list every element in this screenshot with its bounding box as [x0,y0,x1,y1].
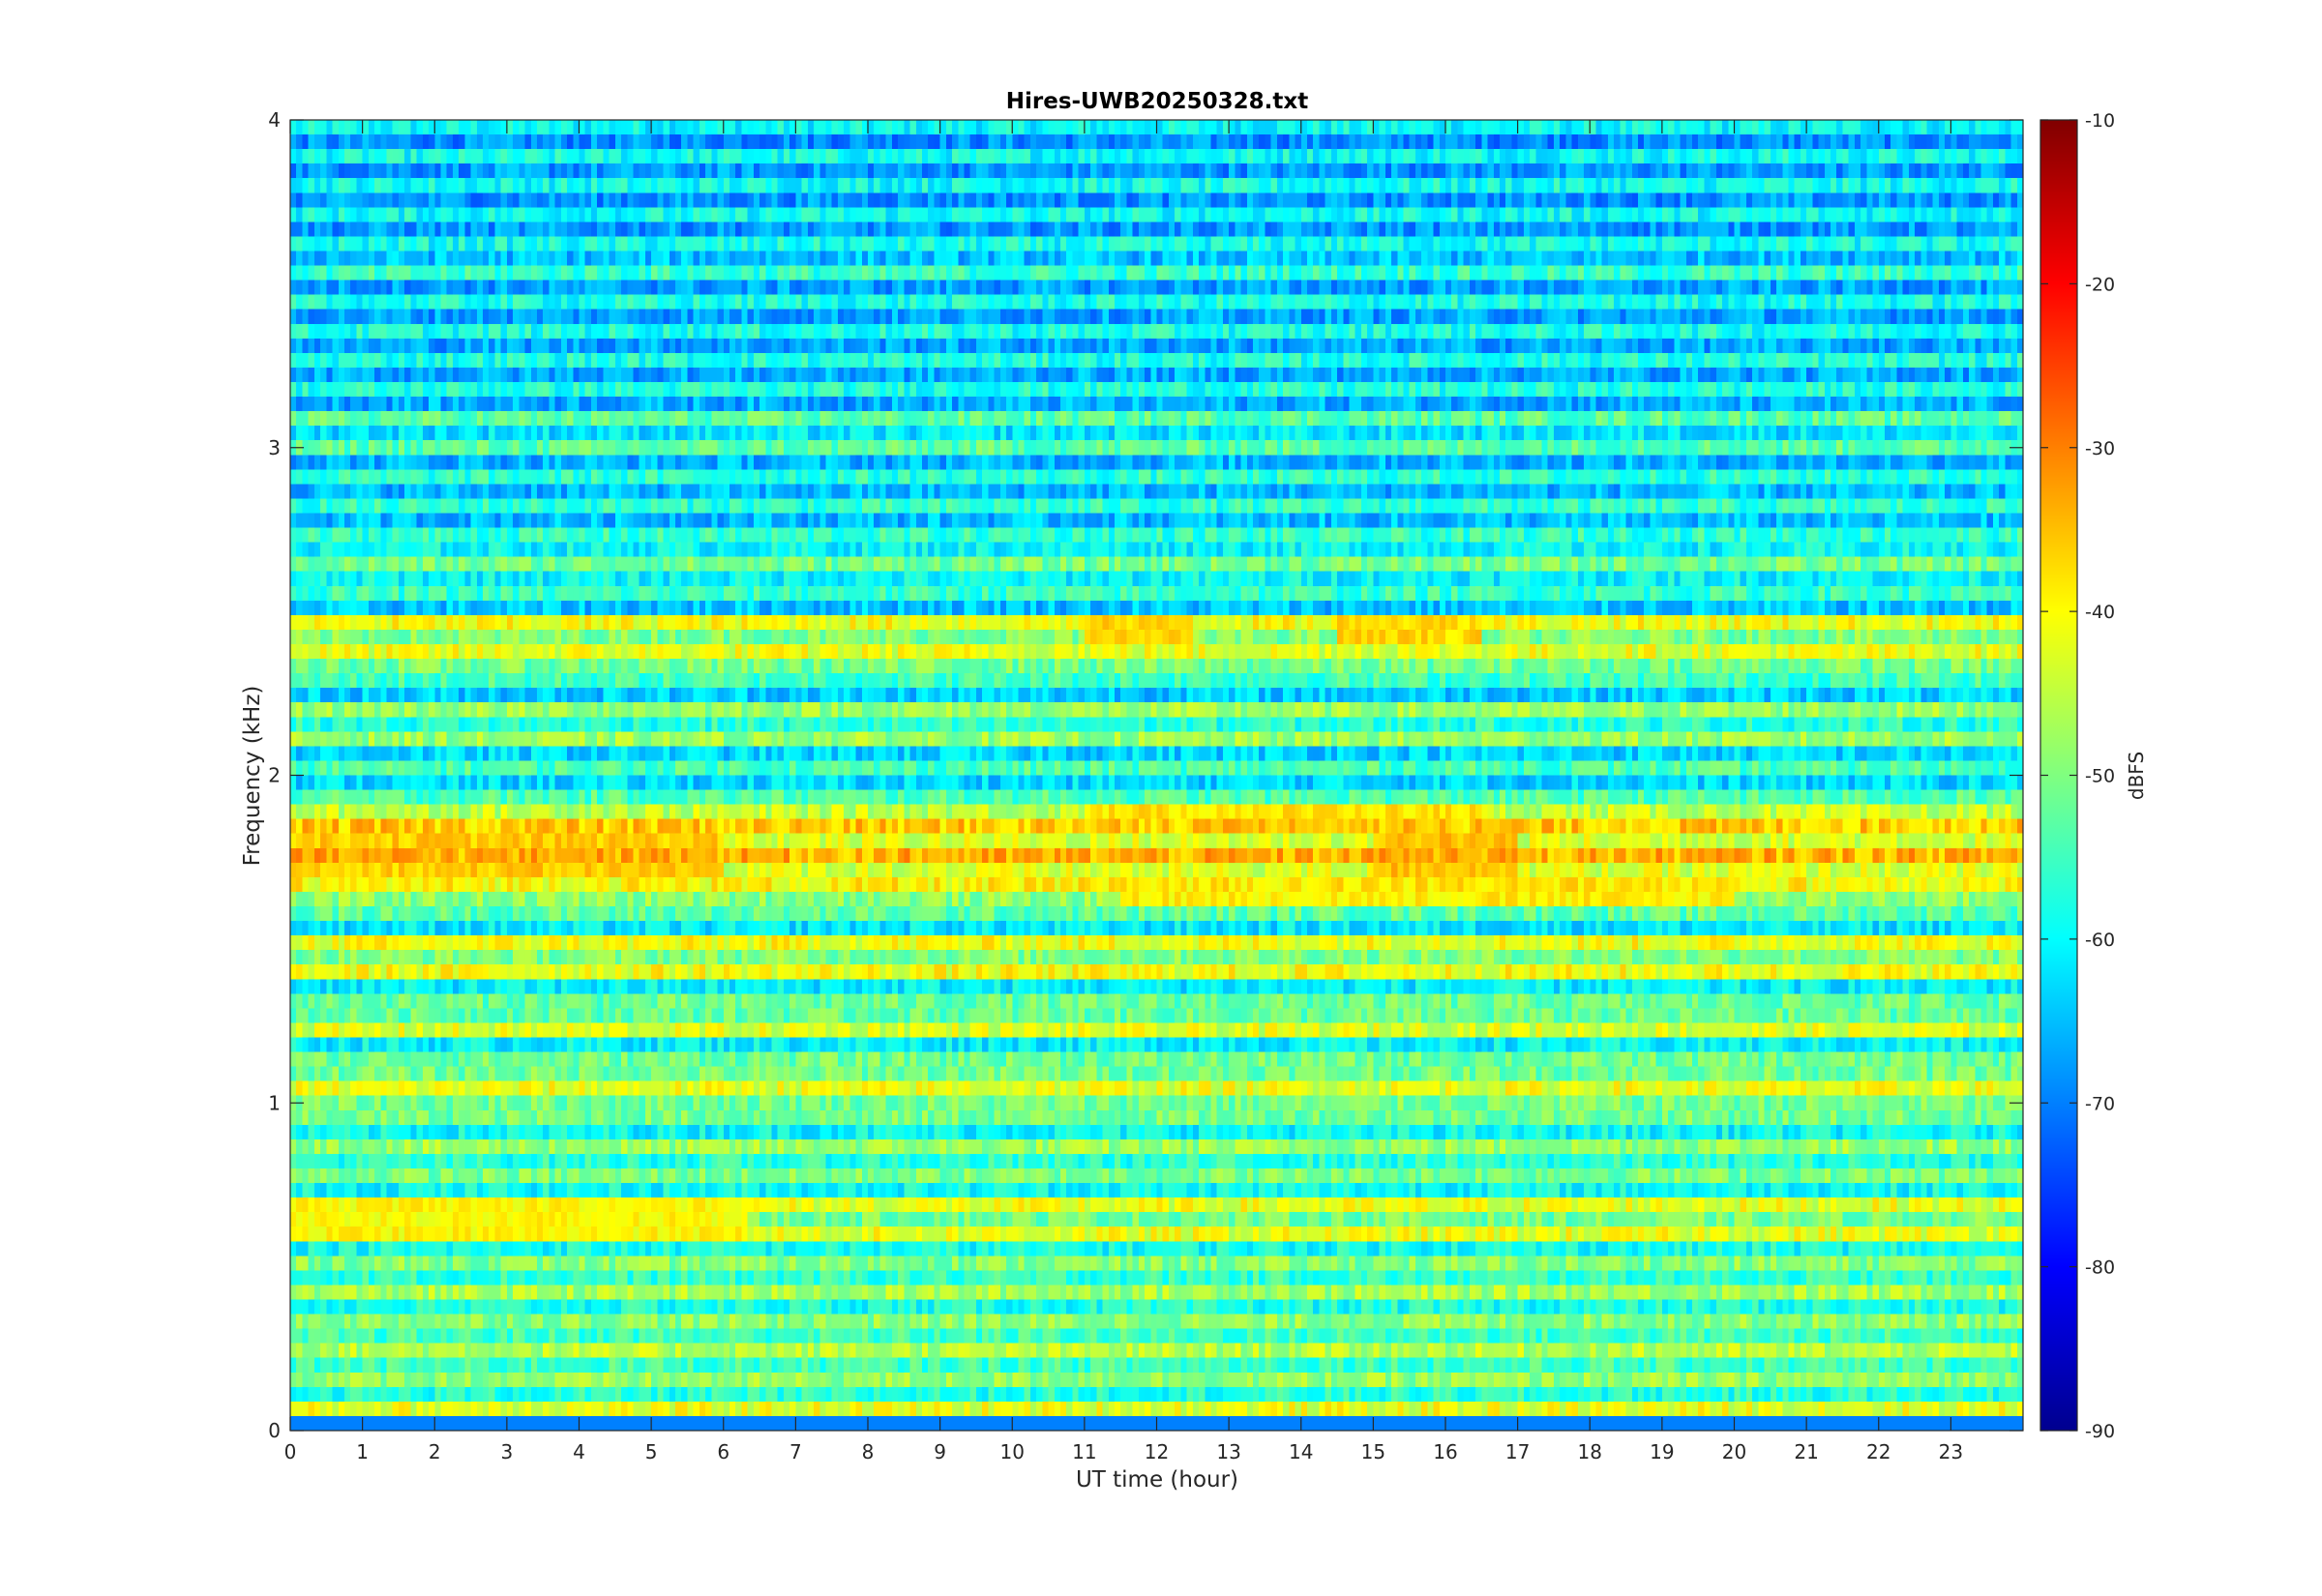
x-tick-label: 20 [1722,1440,1746,1463]
x-tick-label: 2 [429,1440,441,1463]
x-tick-label: 14 [1289,1440,1313,1463]
x-tick-label: 7 [789,1440,802,1463]
colorbar-tick-label: -20 [2085,274,2115,295]
x-tick-label: 11 [1072,1440,1096,1463]
y-tick-label: 2 [268,764,281,787]
x-tick-label: 23 [1939,1440,1963,1463]
x-tick-label: 5 [645,1440,658,1463]
colorbar-tick-label: -30 [2085,438,2115,459]
x-tick-label: 17 [1505,1440,1530,1463]
colorbar-tick-label: -80 [2085,1257,2115,1279]
x-tick-label: 21 [1794,1440,1818,1463]
y-axis: 0 1 2 3 4 [268,108,2023,1442]
y-tick-label: 3 [268,436,281,459]
colorbar-ticks: -90 -80 -70 -60 -50 -40 -30 -20 -10 [2040,110,2115,1442]
x-tick-label: 1 [356,1440,369,1463]
x-tick-label: 12 [1145,1440,1169,1463]
x-tick-label: 9 [934,1440,946,1463]
y-axis-label: Frequency (kHz) [240,686,265,867]
x-tick-label: 15 [1361,1440,1385,1463]
x-tick-label: 13 [1216,1440,1240,1463]
x-tick-label: 16 [1433,1440,1457,1463]
x-tick-label: 22 [1866,1440,1890,1463]
colorbar-label: dBFS [2125,752,2148,800]
y-tick-label: 0 [268,1419,281,1442]
colorbar-tick-label: -70 [2085,1093,2115,1114]
y-tick-label: 1 [268,1091,281,1114]
x-axis: 0 1 2 3 4 5 6 7 8 9 10 11 12 13 14 15 16 17 18 19 20 21 22 23 [284,120,1963,1463]
colorbar-tick-label: -90 [2085,1421,2115,1442]
x-tick-label: 4 [573,1440,585,1463]
x-tick-label: 19 [1650,1440,1674,1463]
colorbar-tick-label: -50 [2085,766,2115,787]
x-tick-label: 0 [284,1440,297,1463]
x-tick-label: 6 [717,1440,729,1463]
colorbar-tick-label: -10 [2085,110,2115,132]
x-tick-label: 3 [501,1440,514,1463]
y-tick-label: 4 [268,108,281,132]
x-tick-label: 10 [1000,1440,1025,1463]
heatmap-layer [290,120,2023,1431]
x-tick-label: 18 [1578,1440,1602,1463]
x-axis-label: UT time (hour) [1076,1467,1238,1493]
colorbar-tick-label: -40 [2085,602,2115,623]
colorbar-tick-label: -60 [2085,930,2115,951]
x-tick-label: 8 [862,1440,875,1463]
chart-title: Hires-UWB20250328.txt [1006,89,1308,114]
heatmap-image [290,120,2023,1431]
